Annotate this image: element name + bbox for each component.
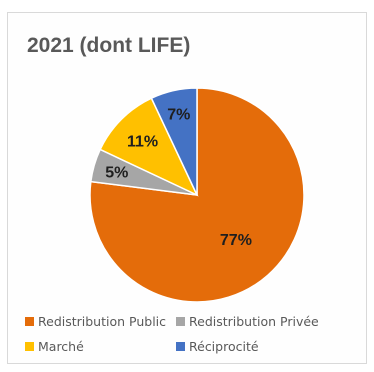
legend-swatch-redistribution-privee <box>176 317 185 326</box>
legend-label-redistribution-privee: Redistribution Privée <box>189 314 319 329</box>
legend-item-marche: Marché <box>25 339 84 354</box>
legend-item-reciprocite: Réciprocité <box>176 339 259 354</box>
chart-title: 2021 (dont LIFE) <box>27 34 191 57</box>
data-label-redistribution-public: 77% <box>220 232 252 249</box>
legend-label-redistribution-public: Redistribution Public <box>38 314 167 329</box>
data-label-marche: 11% <box>127 134 158 151</box>
pie-slice-reciprocite <box>150 87 198 196</box>
data-label-redistribution-privee: 5% <box>105 165 128 182</box>
legend-item-redistribution-privee: Redistribution Privée <box>176 314 319 329</box>
legend-swatch-reciprocite <box>176 342 185 351</box>
legend-label-marche: Marché <box>38 339 84 354</box>
legend-label-reciprocite: Réciprocité <box>189 339 259 354</box>
pie-slice-marche <box>99 97 199 197</box>
data-label-reciprocite: 7% <box>167 107 190 124</box>
legend-item-redistribution-public: Redistribution Public <box>25 314 166 329</box>
legend-swatch-marche <box>25 342 34 351</box>
legend-swatch-redistribution-public <box>25 317 34 326</box>
